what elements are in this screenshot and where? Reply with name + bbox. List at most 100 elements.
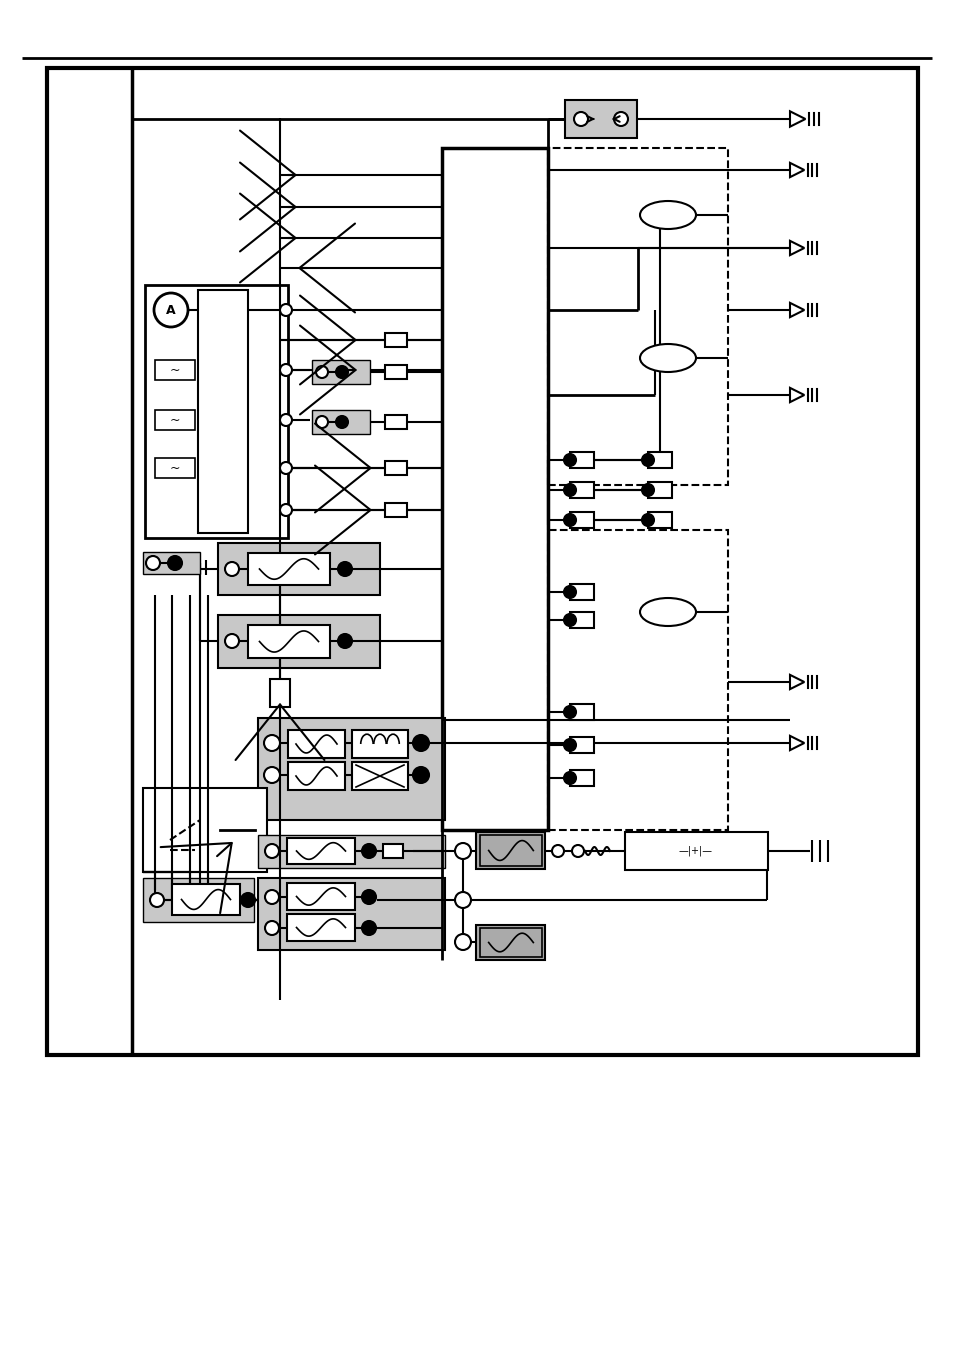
Bar bbox=[143, 788, 267, 871]
Circle shape bbox=[280, 413, 292, 426]
Bar bbox=[352, 730, 408, 758]
Circle shape bbox=[563, 739, 576, 751]
Bar bbox=[143, 878, 253, 921]
Bar bbox=[270, 680, 290, 707]
Bar bbox=[385, 461, 407, 476]
Bar bbox=[441, 149, 547, 830]
Bar bbox=[257, 878, 444, 950]
Circle shape bbox=[264, 767, 280, 784]
Text: —|+|—: —|+|— bbox=[679, 846, 712, 857]
Ellipse shape bbox=[639, 345, 696, 372]
Circle shape bbox=[641, 513, 654, 526]
Polygon shape bbox=[789, 676, 803, 689]
Bar bbox=[288, 762, 345, 790]
Text: ~: ~ bbox=[170, 413, 180, 427]
Circle shape bbox=[455, 934, 471, 950]
Bar bbox=[312, 409, 370, 434]
Circle shape bbox=[337, 562, 352, 576]
Circle shape bbox=[146, 557, 160, 570]
Polygon shape bbox=[789, 240, 803, 255]
Circle shape bbox=[455, 892, 471, 908]
Bar bbox=[257, 717, 444, 820]
Polygon shape bbox=[789, 388, 803, 403]
Circle shape bbox=[563, 513, 576, 526]
Bar bbox=[287, 838, 355, 865]
Circle shape bbox=[413, 735, 429, 751]
Circle shape bbox=[563, 771, 576, 784]
Circle shape bbox=[572, 844, 583, 857]
Circle shape bbox=[563, 586, 576, 598]
Bar bbox=[385, 415, 407, 430]
Bar bbox=[569, 704, 594, 720]
Bar bbox=[647, 482, 671, 499]
Circle shape bbox=[563, 454, 576, 466]
Bar bbox=[248, 553, 330, 585]
Circle shape bbox=[641, 484, 654, 496]
Bar bbox=[564, 100, 637, 138]
Bar bbox=[479, 928, 541, 957]
Circle shape bbox=[335, 416, 348, 428]
Bar bbox=[352, 762, 408, 790]
Circle shape bbox=[563, 707, 576, 717]
Bar bbox=[385, 503, 407, 517]
Bar bbox=[145, 285, 288, 538]
Ellipse shape bbox=[639, 598, 696, 626]
Circle shape bbox=[315, 416, 328, 428]
Circle shape bbox=[641, 454, 654, 466]
Circle shape bbox=[280, 462, 292, 474]
Circle shape bbox=[168, 557, 182, 570]
Bar bbox=[479, 835, 541, 866]
Circle shape bbox=[150, 893, 164, 907]
Text: A: A bbox=[166, 304, 175, 316]
Polygon shape bbox=[789, 111, 804, 127]
Circle shape bbox=[413, 767, 429, 784]
Bar bbox=[624, 832, 767, 870]
Bar bbox=[385, 365, 407, 380]
Circle shape bbox=[280, 304, 292, 316]
Bar bbox=[569, 453, 594, 467]
Circle shape bbox=[264, 735, 280, 751]
Bar bbox=[647, 453, 671, 467]
Circle shape bbox=[265, 921, 278, 935]
Bar bbox=[476, 832, 544, 869]
Bar bbox=[385, 332, 407, 347]
Bar bbox=[47, 68, 917, 1055]
Polygon shape bbox=[789, 303, 803, 317]
Bar bbox=[569, 512, 594, 528]
Bar bbox=[198, 290, 248, 534]
Circle shape bbox=[265, 844, 278, 858]
Text: ~: ~ bbox=[170, 363, 180, 377]
Circle shape bbox=[225, 634, 239, 648]
Circle shape bbox=[337, 634, 352, 648]
Bar bbox=[218, 615, 379, 667]
Bar bbox=[569, 584, 594, 600]
Bar bbox=[143, 553, 200, 574]
Bar bbox=[647, 512, 671, 528]
Bar bbox=[287, 884, 355, 911]
Bar bbox=[218, 543, 379, 594]
Circle shape bbox=[361, 844, 375, 858]
Circle shape bbox=[361, 890, 375, 904]
Circle shape bbox=[574, 112, 587, 126]
Circle shape bbox=[241, 893, 254, 907]
Polygon shape bbox=[789, 163, 803, 177]
Circle shape bbox=[361, 921, 375, 935]
Circle shape bbox=[280, 504, 292, 516]
Bar bbox=[154, 409, 194, 430]
Bar bbox=[547, 530, 727, 830]
Bar bbox=[288, 730, 345, 758]
Bar bbox=[569, 738, 594, 753]
Bar bbox=[476, 925, 544, 961]
Circle shape bbox=[265, 890, 278, 904]
Circle shape bbox=[552, 844, 563, 857]
Circle shape bbox=[153, 293, 188, 327]
Ellipse shape bbox=[639, 201, 696, 230]
Circle shape bbox=[563, 484, 576, 496]
Polygon shape bbox=[789, 736, 803, 750]
Circle shape bbox=[315, 366, 328, 378]
Bar bbox=[248, 626, 330, 658]
Bar bbox=[569, 482, 594, 499]
Bar bbox=[154, 359, 194, 380]
Circle shape bbox=[455, 843, 471, 859]
Bar bbox=[382, 844, 402, 858]
